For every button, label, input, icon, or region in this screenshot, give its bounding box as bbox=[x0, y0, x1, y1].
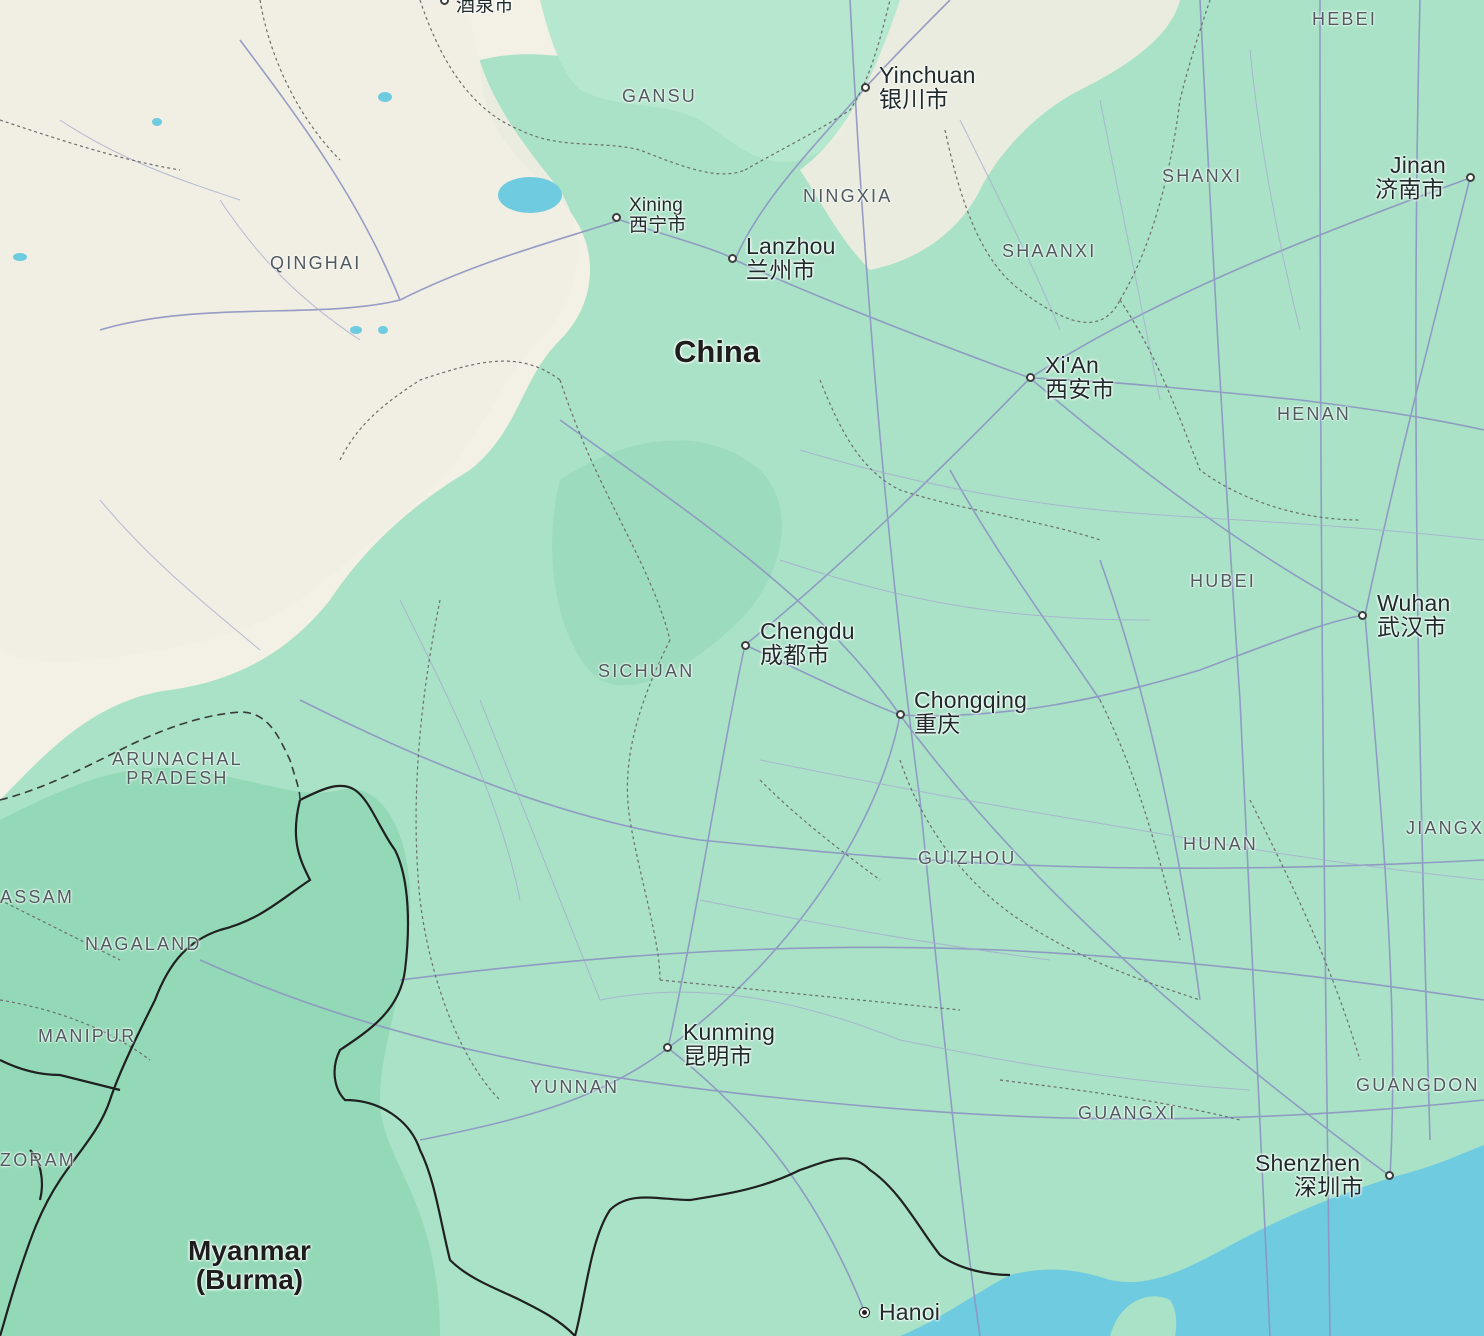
region-label-arunachal-pradesh: ARUNACHAL PRADESH bbox=[112, 750, 243, 788]
region-label-henan: HENAN bbox=[1277, 404, 1352, 424]
city-label-kunming[interactable]: Kunming 昆明市 bbox=[683, 1020, 775, 1068]
region-name-line2: PRADESH bbox=[126, 767, 229, 788]
city-name-zh: 西宁市 bbox=[629, 214, 687, 236]
city-marker-xining[interactable] bbox=[612, 213, 621, 222]
city-label-shenzhen[interactable]: Shenzhen 深圳市 bbox=[1255, 1151, 1364, 1199]
city-name-en: Xi'An bbox=[1045, 352, 1099, 378]
city-name-zh: 重庆 bbox=[914, 711, 961, 738]
region-label-ningxia: NINGXIA bbox=[803, 186, 893, 206]
city-marker-xian[interactable] bbox=[1026, 373, 1035, 382]
region-label-nagaland: NAGALAND bbox=[85, 934, 202, 954]
city-name-en: Chongqing bbox=[914, 687, 1028, 713]
region-label-shaanxi: SHAANXI bbox=[1002, 241, 1097, 261]
city-name-en: Shenzhen bbox=[1255, 1150, 1361, 1176]
country-borders bbox=[0, 784, 1011, 1336]
city-marker-shenzhen[interactable] bbox=[1385, 1171, 1394, 1180]
region-label-mizoram: ZORAM bbox=[0, 1150, 76, 1170]
city-name-en: Yinchuan bbox=[879, 62, 976, 88]
city-name-zh: 深圳市 bbox=[1294, 1174, 1364, 1201]
city-name-zh: 西安市 bbox=[1045, 376, 1115, 403]
region-label-assam: ASSAM bbox=[0, 887, 75, 907]
city-name-en: Wuhan bbox=[1377, 590, 1451, 616]
lake bbox=[378, 326, 388, 334]
region-label-guizhou: GUIZHOU bbox=[918, 848, 1017, 868]
city-marker-chongqing[interactable] bbox=[896, 710, 905, 719]
region-label-shanxi: SHANXI bbox=[1162, 166, 1243, 186]
city-name-zh: 成都市 bbox=[760, 642, 830, 669]
city-name-en: Chengdu bbox=[760, 618, 855, 644]
city-label-yinchuan[interactable]: Yinchuan 银川市 bbox=[879, 63, 976, 111]
city-name-en: Jinan bbox=[1390, 152, 1446, 178]
plateau-area bbox=[800, 0, 1180, 270]
lake bbox=[13, 253, 27, 261]
city-label-chongqing[interactable]: Chongqing 重庆 bbox=[914, 688, 1027, 736]
region-label-jiangxi: JIANGX bbox=[1406, 818, 1484, 838]
city-label-chengdu[interactable]: Chengdu 成都市 bbox=[760, 619, 855, 667]
city-marker-jinan[interactable] bbox=[1466, 173, 1475, 182]
disputed-border bbox=[0, 711, 301, 801]
city-label-lanzhou[interactable]: Lanzhou 兰州市 bbox=[746, 234, 836, 282]
city-name-zh: 兰州市 bbox=[746, 257, 816, 284]
region-label-sichuan: SICHUAN bbox=[598, 661, 695, 681]
city-label-jinan[interactable]: Jinan 济南市 bbox=[1375, 153, 1446, 201]
region-label-hunan: HUNAN bbox=[1183, 834, 1259, 854]
region-label-gansu: GANSU bbox=[622, 86, 698, 106]
region-label-yunnan: YUNNAN bbox=[530, 1077, 620, 1097]
city-name-zh: 酒泉市 bbox=[456, 0, 514, 16]
city-label-jiuquan[interactable]: 酒泉市 bbox=[456, 0, 514, 16]
city-name-en: Hanoi bbox=[879, 1299, 941, 1325]
qinghai-lake bbox=[498, 177, 562, 213]
province-boundaries bbox=[0, 0, 1361, 1121]
road-network bbox=[99, 0, 1484, 1336]
city-marker-jiuquan[interactable] bbox=[440, 0, 449, 5]
region-label-qinghai: QINGHAI bbox=[270, 253, 362, 273]
lake bbox=[152, 118, 162, 126]
city-marker-lanzhou[interactable] bbox=[728, 254, 737, 263]
city-marker-chengdu[interactable] bbox=[741, 641, 750, 650]
vegetation-area-north bbox=[540, 0, 900, 162]
region-label-guangdong: GUANGDON bbox=[1356, 1075, 1480, 1095]
city-name-zh: 银川市 bbox=[879, 86, 949, 113]
city-name-en: Kunming bbox=[683, 1019, 776, 1045]
city-label-xining[interactable]: Xining 西宁市 bbox=[629, 196, 687, 236]
secondary-roads bbox=[59, 49, 1484, 1091]
region-name-line1: ARUNACHAL bbox=[112, 749, 243, 769]
region-label-hubei: HUBEI bbox=[1190, 571, 1257, 591]
vegetation-area-dark bbox=[552, 440, 782, 686]
city-name-en: Xining bbox=[629, 195, 684, 216]
hainan-gap bbox=[1110, 1296, 1177, 1336]
region-label-guangxi: GUANGXI bbox=[1078, 1103, 1177, 1123]
city-label-xian[interactable]: Xi'An 西安市 bbox=[1045, 353, 1115, 401]
lake bbox=[378, 92, 392, 102]
country-label-myanmar[interactable]: Myanmar (Burma) bbox=[188, 1236, 311, 1295]
city-marker-yinchuan[interactable] bbox=[861, 83, 870, 92]
region-label-hebei: HEBEI bbox=[1312, 9, 1378, 29]
city-name-zh: 武汉市 bbox=[1377, 614, 1447, 641]
region-label-manipur: MANIPUR bbox=[38, 1026, 137, 1046]
city-marker-kunming[interactable] bbox=[663, 1043, 672, 1052]
country-name-line2: (Burma) bbox=[195, 1264, 304, 1296]
city-name-zh: 昆明市 bbox=[683, 1043, 753, 1070]
city-label-wuhan[interactable]: Wuhan 武汉市 bbox=[1377, 591, 1450, 639]
country-name: China bbox=[674, 334, 761, 369]
country-label-china[interactable]: China bbox=[674, 334, 761, 369]
lake bbox=[350, 326, 362, 334]
city-marker-hanoi[interactable] bbox=[860, 1308, 869, 1317]
city-label-hanoi[interactable]: Hanoi bbox=[879, 1300, 940, 1324]
city-name-zh: 济南市 bbox=[1375, 176, 1445, 203]
sea-area bbox=[900, 1145, 1484, 1336]
city-name-en: Lanzhou bbox=[746, 233, 836, 259]
country-name-line1: Myanmar bbox=[188, 1235, 311, 1266]
city-marker-wuhan[interactable] bbox=[1358, 611, 1367, 620]
vegetation-area-dark bbox=[0, 768, 440, 1336]
